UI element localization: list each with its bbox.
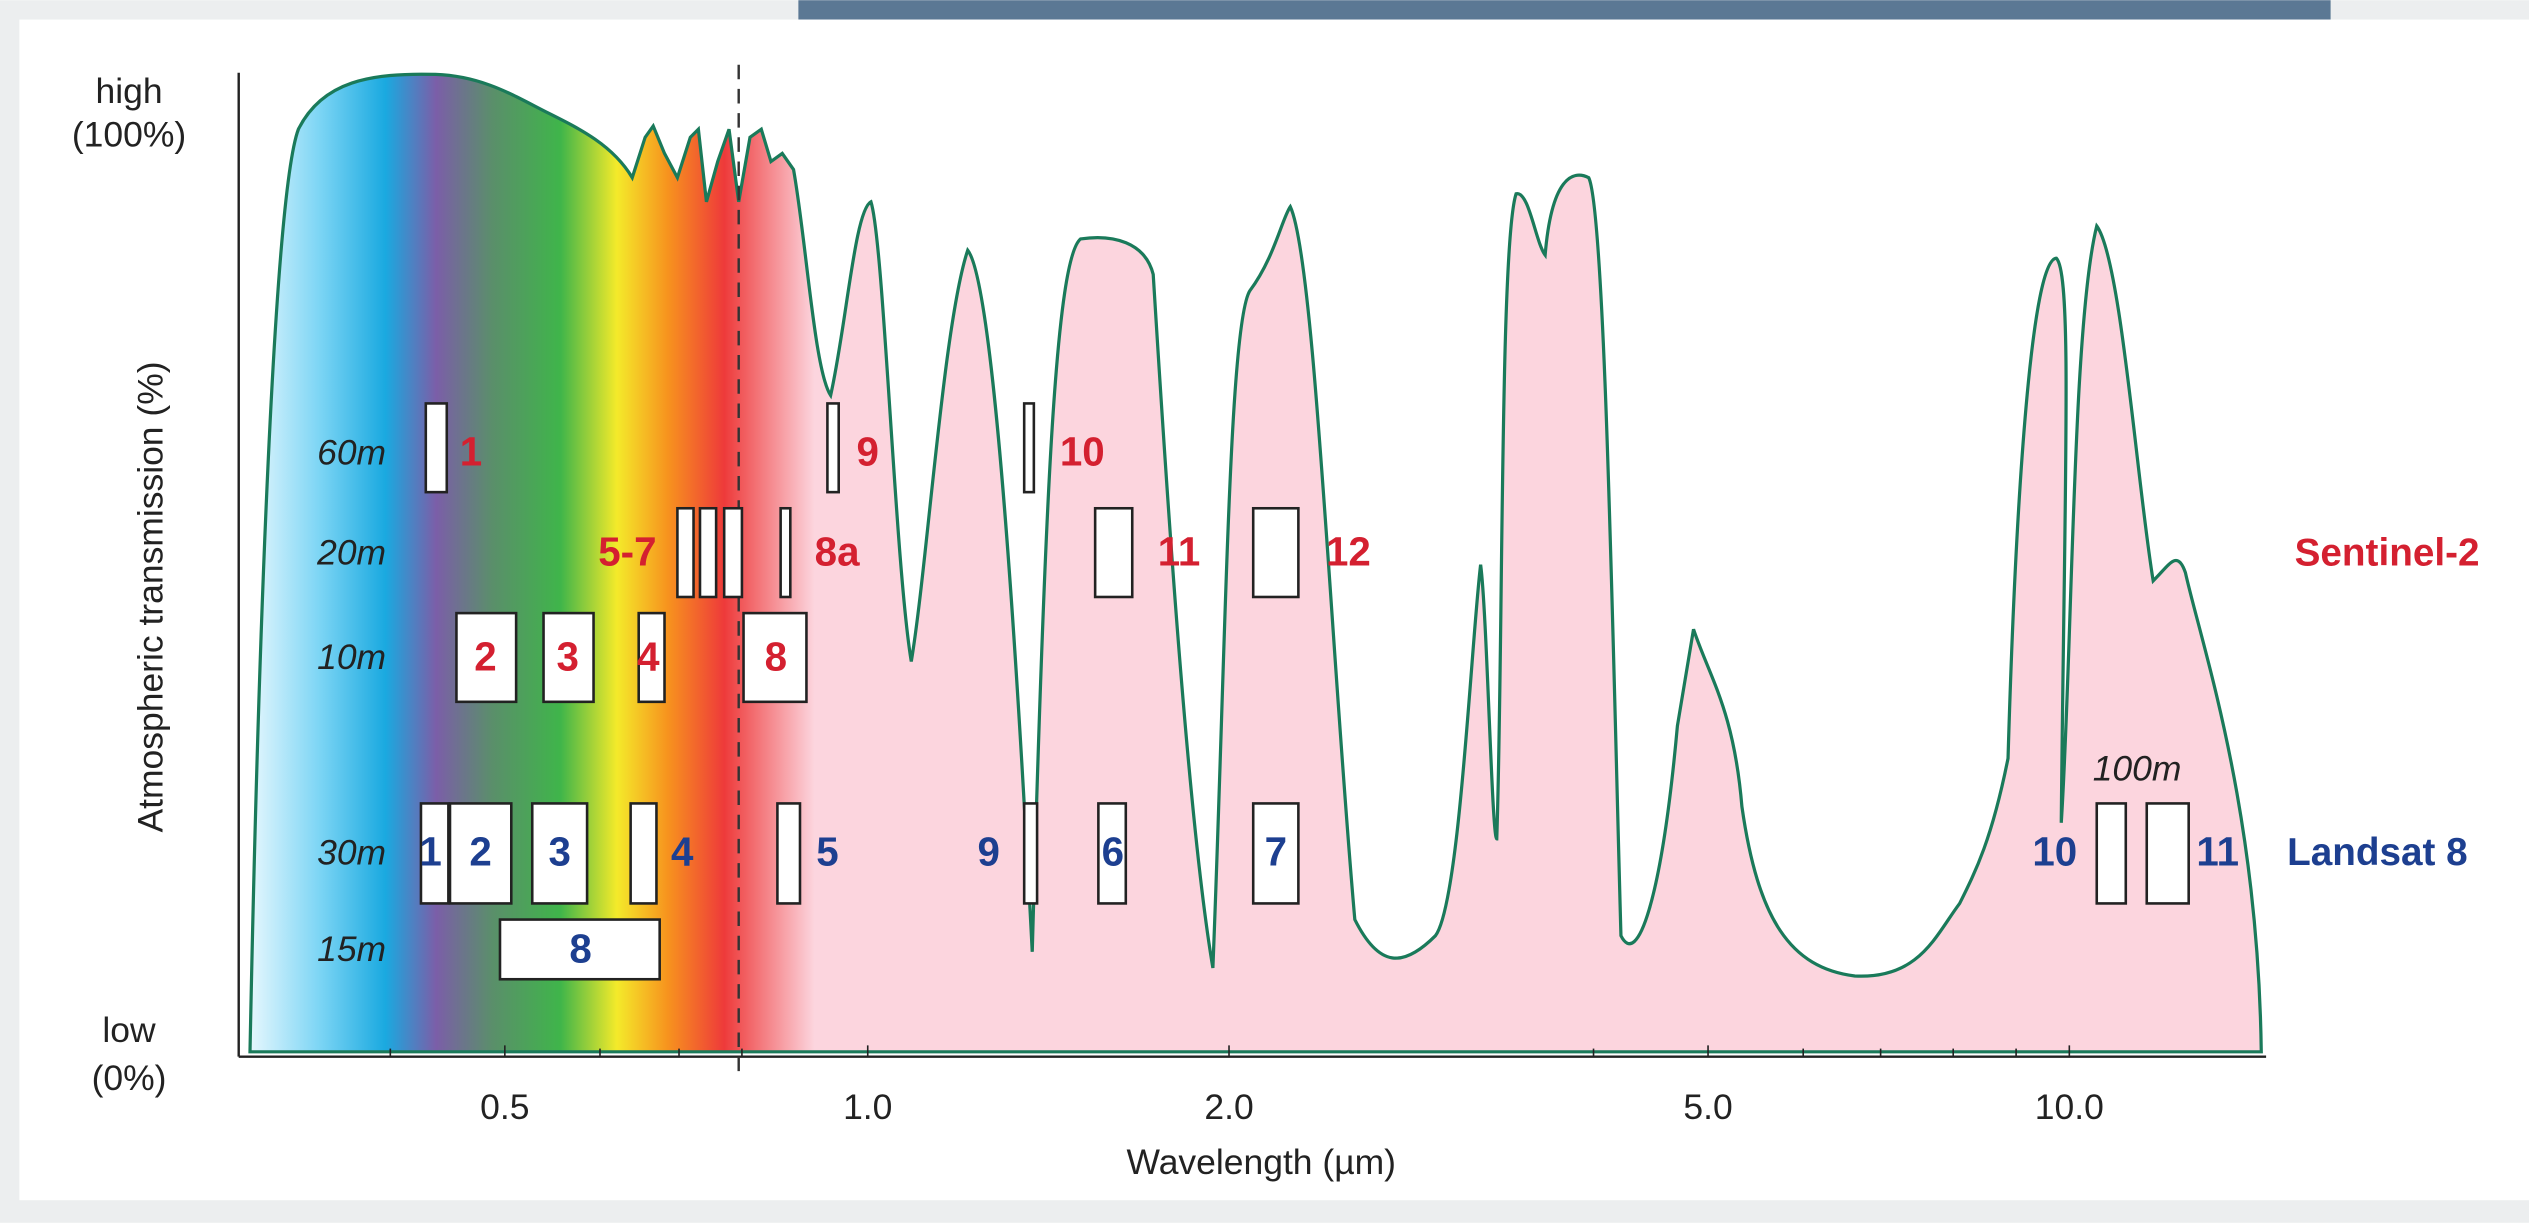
band-box	[637, 611, 666, 704]
y-high-pct: (100%)	[72, 115, 186, 155]
landsat-name: Landsat 8	[2287, 831, 2468, 874]
band-box	[542, 611, 595, 704]
sentinel-band: 2	[474, 634, 496, 680]
sentinel-band: 5-7	[598, 529, 656, 575]
x-tick-label: 10.0	[2035, 1087, 2104, 1127]
sentinel-name: Sentinel-2	[2295, 531, 2480, 574]
x-title: Wavelength (µm)	[1127, 1142, 1396, 1182]
x-tick-label: 1.0	[843, 1087, 892, 1127]
y-title: Atmospheric transmission (%)	[131, 361, 171, 832]
y-high: high	[95, 71, 162, 111]
landsat-band: 10	[2032, 829, 2077, 875]
resolution-label: 20m	[316, 532, 386, 572]
band-box	[629, 802, 658, 905]
sentinel-band: 3	[557, 634, 579, 680]
band-box	[779, 506, 792, 599]
x-tick-label: 5.0	[1683, 1087, 1732, 1127]
band-box	[722, 506, 744, 599]
band-box	[1251, 506, 1300, 599]
band-box	[424, 402, 449, 494]
band-box	[419, 802, 450, 905]
sentinel-band: 11	[1158, 529, 1201, 575]
landsat-band: 7	[1265, 829, 1287, 875]
band-box	[498, 918, 661, 981]
landsat-band: 6	[1102, 829, 1124, 875]
header-image	[798, 0, 2331, 20]
resolution-label: 15m	[317, 929, 386, 969]
band-box	[776, 802, 802, 905]
band-box	[448, 802, 513, 905]
band-box	[2095, 802, 2128, 905]
band-box	[2145, 802, 2190, 905]
landsat-band: 9	[977, 829, 999, 875]
sentinel-band: 8a	[815, 529, 860, 575]
band-box	[455, 611, 518, 704]
resolution-label: 60m	[317, 432, 386, 472]
sentinel-band: 4	[637, 634, 660, 680]
curve-line	[248, 72, 2263, 1054]
landsat-band: 3	[548, 829, 570, 875]
band-box	[1093, 506, 1134, 599]
x-tick-label: 2.0	[1204, 1087, 1253, 1127]
landsat-band: 4	[671, 829, 694, 875]
sentinel-band: 1	[460, 429, 482, 475]
landsat-band: 11	[2196, 829, 2239, 875]
band-box	[530, 802, 589, 905]
y-low-pct: (0%)	[92, 1058, 167, 1098]
sentinel-band: 12	[1326, 529, 1371, 575]
landsat-band: 5	[816, 829, 838, 875]
landsat-band: 2	[469, 829, 491, 875]
band-box	[1022, 802, 1039, 905]
x-tick-label: 0.5	[480, 1087, 529, 1127]
resolution-label: 10m	[317, 637, 386, 677]
band-box	[826, 402, 840, 494]
band-box	[698, 506, 718, 599]
band-box	[742, 611, 808, 704]
sentinel-band: 10	[1060, 429, 1105, 475]
band-box	[1022, 402, 1036, 494]
landsat-band: 8	[569, 925, 591, 971]
sentinel-band: 9	[857, 429, 879, 475]
resolution-label: 100m	[2093, 749, 2182, 789]
band-box	[1251, 802, 1300, 905]
band-box	[676, 506, 695, 599]
landsat-band: 1	[419, 829, 441, 875]
resolution-label: 30m	[317, 832, 386, 872]
y-low: low	[102, 1010, 156, 1050]
band-box	[1097, 802, 1128, 905]
sentinel-band: 8	[765, 634, 787, 680]
